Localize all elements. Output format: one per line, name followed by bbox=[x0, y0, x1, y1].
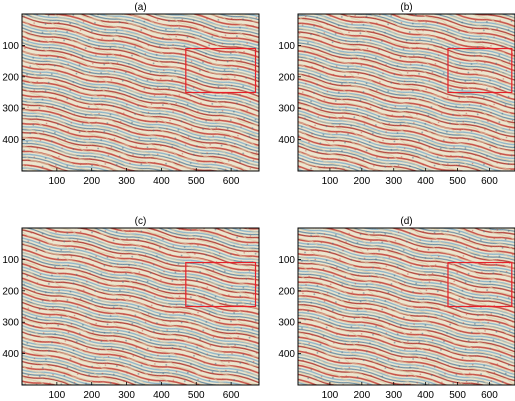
x-tick-label: 600 bbox=[481, 176, 498, 187]
y-tick-label: 200 bbox=[2, 72, 19, 83]
y-tick-label: 400 bbox=[278, 135, 295, 146]
x-tick-label: 100 bbox=[49, 390, 66, 401]
x-tick-label: 300 bbox=[385, 390, 402, 401]
y-tick-label: 400 bbox=[278, 349, 295, 360]
y-tick-label: 100 bbox=[278, 41, 295, 52]
panel-title: (c) bbox=[135, 216, 147, 227]
highlight-box bbox=[185, 47, 257, 94]
x-tick-label: 500 bbox=[188, 390, 205, 401]
highlight-box bbox=[447, 261, 513, 308]
y-tick-label: 400 bbox=[2, 349, 19, 360]
highlight-box bbox=[185, 261, 257, 308]
x-tick-label: 300 bbox=[118, 390, 135, 401]
x-tick-label: 200 bbox=[353, 176, 370, 187]
x-tick-label: 600 bbox=[481, 390, 498, 401]
panel: (c) 100 200 300 400 500 600 100 200 300 400 bbox=[2, 216, 260, 401]
highlight-box bbox=[447, 47, 513, 94]
y-tick-label: 100 bbox=[2, 255, 19, 266]
x-tick-label: 200 bbox=[83, 176, 100, 187]
x-tick-label: 100 bbox=[322, 390, 339, 401]
x-tick-label: 500 bbox=[449, 176, 466, 187]
x-tick-label: 400 bbox=[153, 176, 170, 187]
y-tick-label: 200 bbox=[278, 72, 295, 83]
y-tick-label: 400 bbox=[2, 135, 19, 146]
x-tick-label: 600 bbox=[223, 176, 240, 187]
axes-frame bbox=[297, 227, 515, 386]
y-tick-label: 300 bbox=[278, 104, 295, 115]
y-tick-label: 300 bbox=[2, 104, 19, 115]
panel: (a) 100 200 300 400 500 600 100 200 300 400 bbox=[2, 2, 260, 187]
panel: (b) 100 200 300 400 500 600 100 200 300 400 bbox=[278, 2, 515, 187]
x-tick-label: 200 bbox=[353, 390, 370, 401]
x-tick-label: 400 bbox=[417, 390, 434, 401]
y-tick-label: 100 bbox=[278, 255, 295, 266]
x-tick-label: 400 bbox=[417, 176, 434, 187]
panel-title: (d) bbox=[400, 216, 412, 227]
axes-frame bbox=[21, 13, 260, 172]
y-tick-label: 200 bbox=[278, 286, 295, 297]
x-tick-label: 300 bbox=[118, 176, 135, 187]
x-tick-label: 500 bbox=[449, 390, 466, 401]
y-tick-label: 200 bbox=[2, 286, 19, 297]
y-tick-label: 100 bbox=[2, 41, 19, 52]
x-tick-label: 300 bbox=[385, 176, 402, 187]
y-tick-label: 300 bbox=[2, 318, 19, 329]
x-tick-label: 400 bbox=[153, 390, 170, 401]
x-tick-label: 200 bbox=[83, 390, 100, 401]
axes-frame bbox=[21, 227, 260, 386]
x-tick-label: 600 bbox=[223, 390, 240, 401]
x-tick-label: 500 bbox=[188, 176, 205, 187]
panel: (d) 100 200 300 400 500 600 100 200 300 400 bbox=[278, 216, 515, 401]
panel-title: (b) bbox=[400, 2, 412, 13]
panel-title: (a) bbox=[134, 2, 146, 13]
y-tick-label: 300 bbox=[278, 318, 295, 329]
x-tick-label: 100 bbox=[49, 176, 66, 187]
axes-frame bbox=[297, 13, 515, 172]
x-tick-label: 100 bbox=[322, 176, 339, 187]
